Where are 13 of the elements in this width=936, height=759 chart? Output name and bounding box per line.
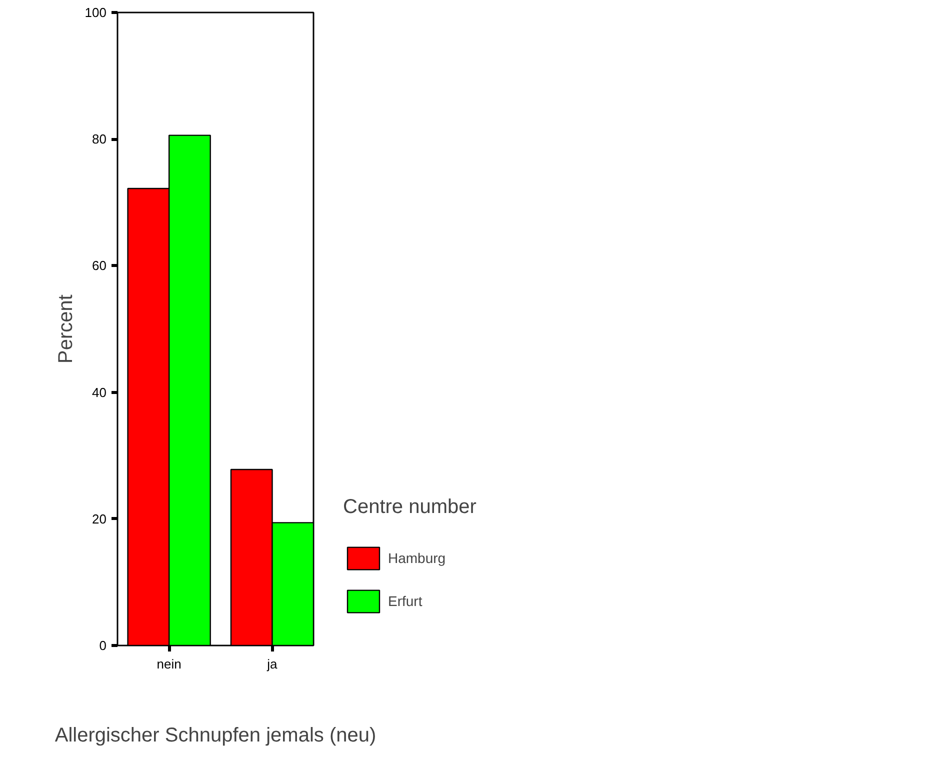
- y-axis-title: Percent: [54, 294, 77, 364]
- x-axis-title: Allergischer Schnupfen jemals (neu): [54, 724, 376, 746]
- y-tick-label: 40: [92, 384, 107, 400]
- y-tick-label: 0: [99, 638, 107, 653]
- y-tick-label: 100: [84, 5, 107, 20]
- legend-label: Erfurt: [388, 593, 422, 609]
- x-tick-label: ja: [266, 656, 278, 672]
- legend-title: Centre number: [343, 496, 476, 519]
- x-tick-label: nein: [156, 656, 182, 672]
- y-tick-label: 60: [92, 258, 107, 274]
- y-tick-label: 20: [92, 511, 107, 526]
- legend-label: Hamburg: [388, 550, 446, 566]
- y-tick-label: 80: [92, 132, 107, 147]
